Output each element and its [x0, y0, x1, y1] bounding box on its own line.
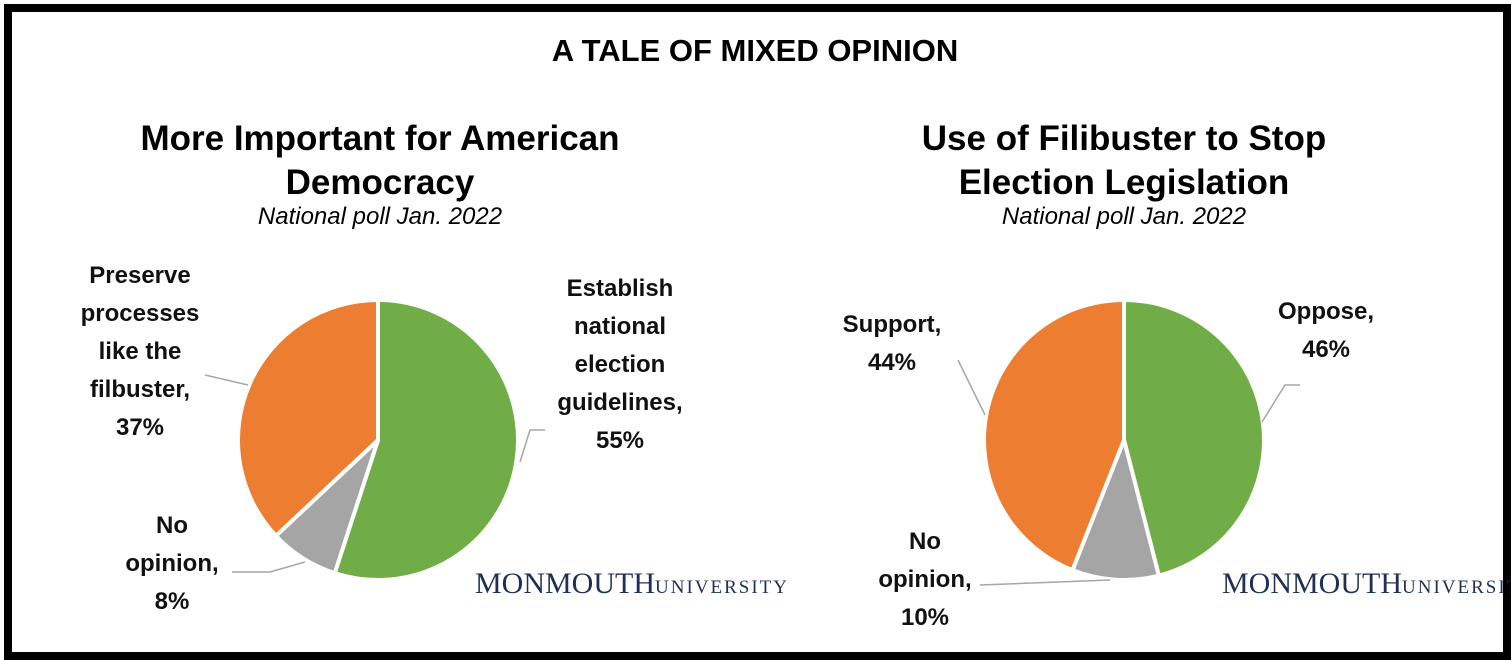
logo-name: MONMOUTH	[475, 567, 655, 600]
value-label: 10%	[900, 604, 950, 631]
chart-subtitle: National poll Jan. 2022	[257, 203, 503, 230]
logo-subname: UNIVERSITY	[655, 577, 789, 598]
logo: MONMOUTHUNIVERSITY	[475, 567, 787, 600]
leader-line	[1261, 384, 1300, 423]
leader-line	[204, 374, 249, 386]
value-label: 55%	[595, 427, 645, 454]
pie-slice	[982, 297, 1126, 573]
logo-subname: UNIVERSITY	[1402, 577, 1511, 598]
value-label: 8%	[154, 588, 190, 615]
pie-slice	[236, 297, 380, 539]
frame	[4, 4, 1511, 660]
category-label: No opinion,	[125, 512, 219, 577]
page-title: A TALE OF MIXED OPINION	[552, 33, 958, 68]
category-label: No opinion,	[878, 528, 972, 593]
logo: MONMOUTHUNIVERSITY	[1222, 567, 1511, 600]
leader-line	[979, 579, 1111, 586]
chart-title: Use of Filibuster to Stop Election Legis…	[921, 119, 1327, 202]
category-label: Support,	[842, 311, 942, 338]
leader-line	[957, 359, 986, 416]
data-label: No opinion, 8%	[112, 507, 232, 621]
data-label: Support, 44%	[817, 306, 967, 382]
pie-slice	[332, 297, 520, 582]
category-label: Establish national election guidelines,	[557, 275, 683, 416]
data-label: Oppose, 46%	[1251, 293, 1401, 369]
leader-line	[519, 429, 545, 463]
logo-name: MONMOUTH	[1222, 567, 1402, 600]
chart-title: More Important for American Democracy	[140, 119, 620, 202]
data-label: Establish national election guidelines, 5…	[545, 270, 695, 460]
category-label: Oppose,	[1277, 298, 1374, 325]
data-label: No opinion, 10%	[865, 523, 985, 637]
pie-slice	[1122, 297, 1266, 579]
chart-subtitle: National poll Jan. 2022	[1001, 203, 1247, 230]
data-label: Preserve processes like the filbuster, 37…	[70, 257, 210, 447]
category-label: Preserve processes like the filbuster,	[80, 262, 200, 403]
value-label: 37%	[115, 414, 165, 441]
value-label: 44%	[867, 349, 917, 376]
value-label: 46%	[1301, 336, 1351, 363]
leader-line	[232, 561, 306, 573]
